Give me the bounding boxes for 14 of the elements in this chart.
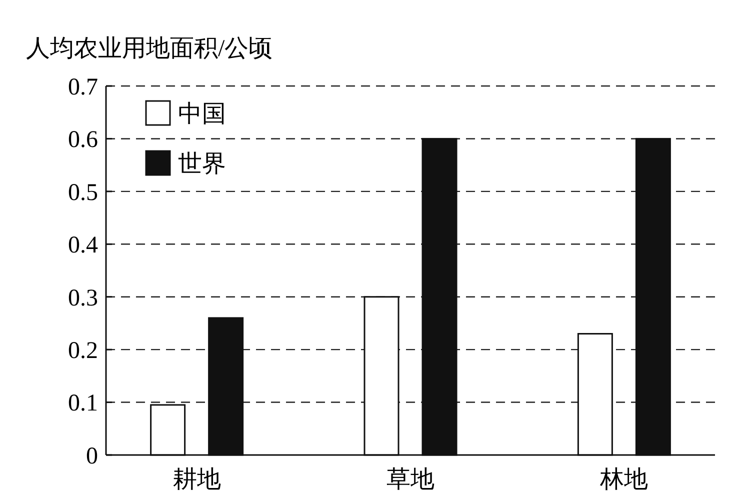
y-tick-label: 0.4 (68, 232, 98, 259)
y-tick-label: 0.6 (68, 127, 98, 154)
legend-label: 世界 (178, 151, 226, 178)
x-tick-label: 耕地 (172, 467, 221, 493)
y-tick-label: 0.7 (68, 74, 98, 100)
y-tick-label: 0.3 (68, 285, 98, 312)
y-tick-label: 0.5 (68, 180, 98, 206)
legend-label: 中国 (178, 101, 226, 128)
x-tick-label: 林地 (599, 467, 648, 493)
y-tick-label: 0.1 (68, 390, 98, 417)
y-axis-title: 人均农业用地面积/公顷 (26, 36, 273, 62)
y-tick-label: 0.2 (68, 338, 98, 364)
x-tick-label: 草地 (386, 467, 434, 493)
y-tick-label: 0 (86, 443, 98, 470)
